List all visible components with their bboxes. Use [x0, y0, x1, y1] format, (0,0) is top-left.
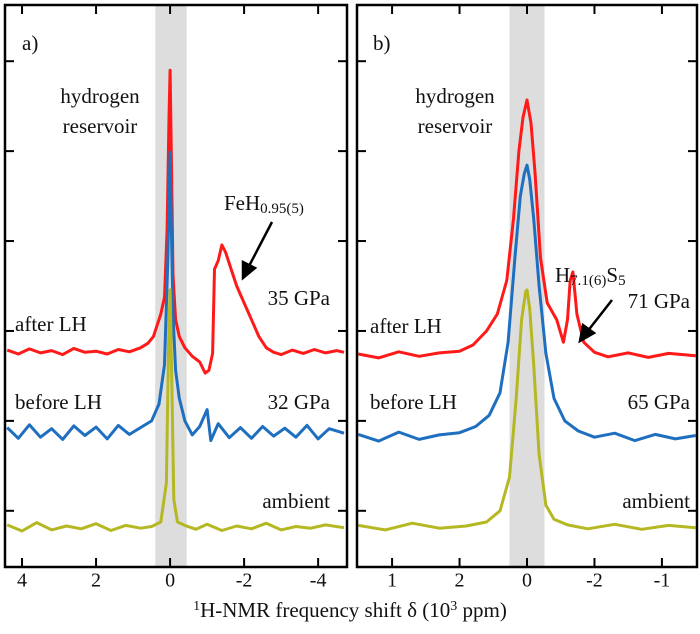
text-part: ppm): [457, 598, 507, 622]
peak-label: H7.1(6)S5: [555, 263, 626, 289]
spectrum-line: [6, 68, 345, 375]
x-tick-label: 4: [17, 570, 27, 592]
spectrum-line: [358, 98, 696, 360]
text-part: 3: [450, 599, 457, 614]
pressure-label: 35 GPa: [268, 286, 331, 310]
peak-label: FeH0.95(5): [224, 191, 304, 217]
panel-label: b): [373, 31, 391, 55]
spectrum-line: [357, 163, 696, 443]
x-tick-label: 1: [387, 570, 397, 592]
pressure-label: 71 GPa: [628, 289, 691, 313]
x-tick-label: 0: [165, 570, 175, 592]
spectrum-line: [6, 288, 345, 533]
series-label: ambient: [622, 489, 690, 513]
pressure-label: 32 GPa: [268, 390, 331, 414]
arrow-line: [246, 221, 274, 269]
reservoir-label: hydrogen: [60, 84, 140, 108]
plot-frame: [3, 3, 349, 569]
reservoir-label: reservoir: [63, 114, 138, 138]
text-part: 7.1(6): [570, 273, 606, 289]
arrow-head: [241, 259, 258, 281]
text-part: 0.95(5): [260, 201, 304, 217]
reservoir-label: reservoir: [418, 114, 493, 138]
x-tick-label: -4: [310, 570, 327, 592]
text-part: S: [606, 263, 618, 287]
x-tick-label: -1: [654, 570, 671, 592]
text-part: H-NMR frequency shift δ (10: [200, 598, 450, 622]
x-tick-label: -2: [586, 570, 603, 592]
x-tick-label: -2: [236, 570, 253, 592]
text-part: 5: [618, 273, 626, 289]
text-part: FeH: [224, 191, 260, 215]
series-label: after LH: [370, 314, 442, 338]
series-label: before LH: [15, 390, 102, 414]
x-tick-label: 2: [455, 570, 465, 592]
arrow-line: [586, 299, 613, 333]
x-tick-label: 2: [91, 570, 101, 592]
spectrum-line: [6, 150, 345, 443]
panel-label: a): [22, 31, 38, 55]
x-axis-label: 1H-NMR frequency shift δ (103 ppm): [193, 598, 507, 622]
arrow-head: [578, 322, 597, 344]
series-label: ambient: [262, 489, 330, 513]
series-label: before LH: [370, 390, 457, 414]
spectrum-line: [358, 288, 696, 532]
series-label: after LH: [15, 312, 87, 336]
pressure-label: 65 GPa: [628, 390, 691, 414]
x-tick-label: 0: [522, 570, 532, 592]
reservoir-label: hydrogen: [415, 84, 495, 108]
text-part: 1: [193, 599, 200, 614]
text-part: H: [555, 263, 570, 287]
arrows: [241, 221, 613, 344]
